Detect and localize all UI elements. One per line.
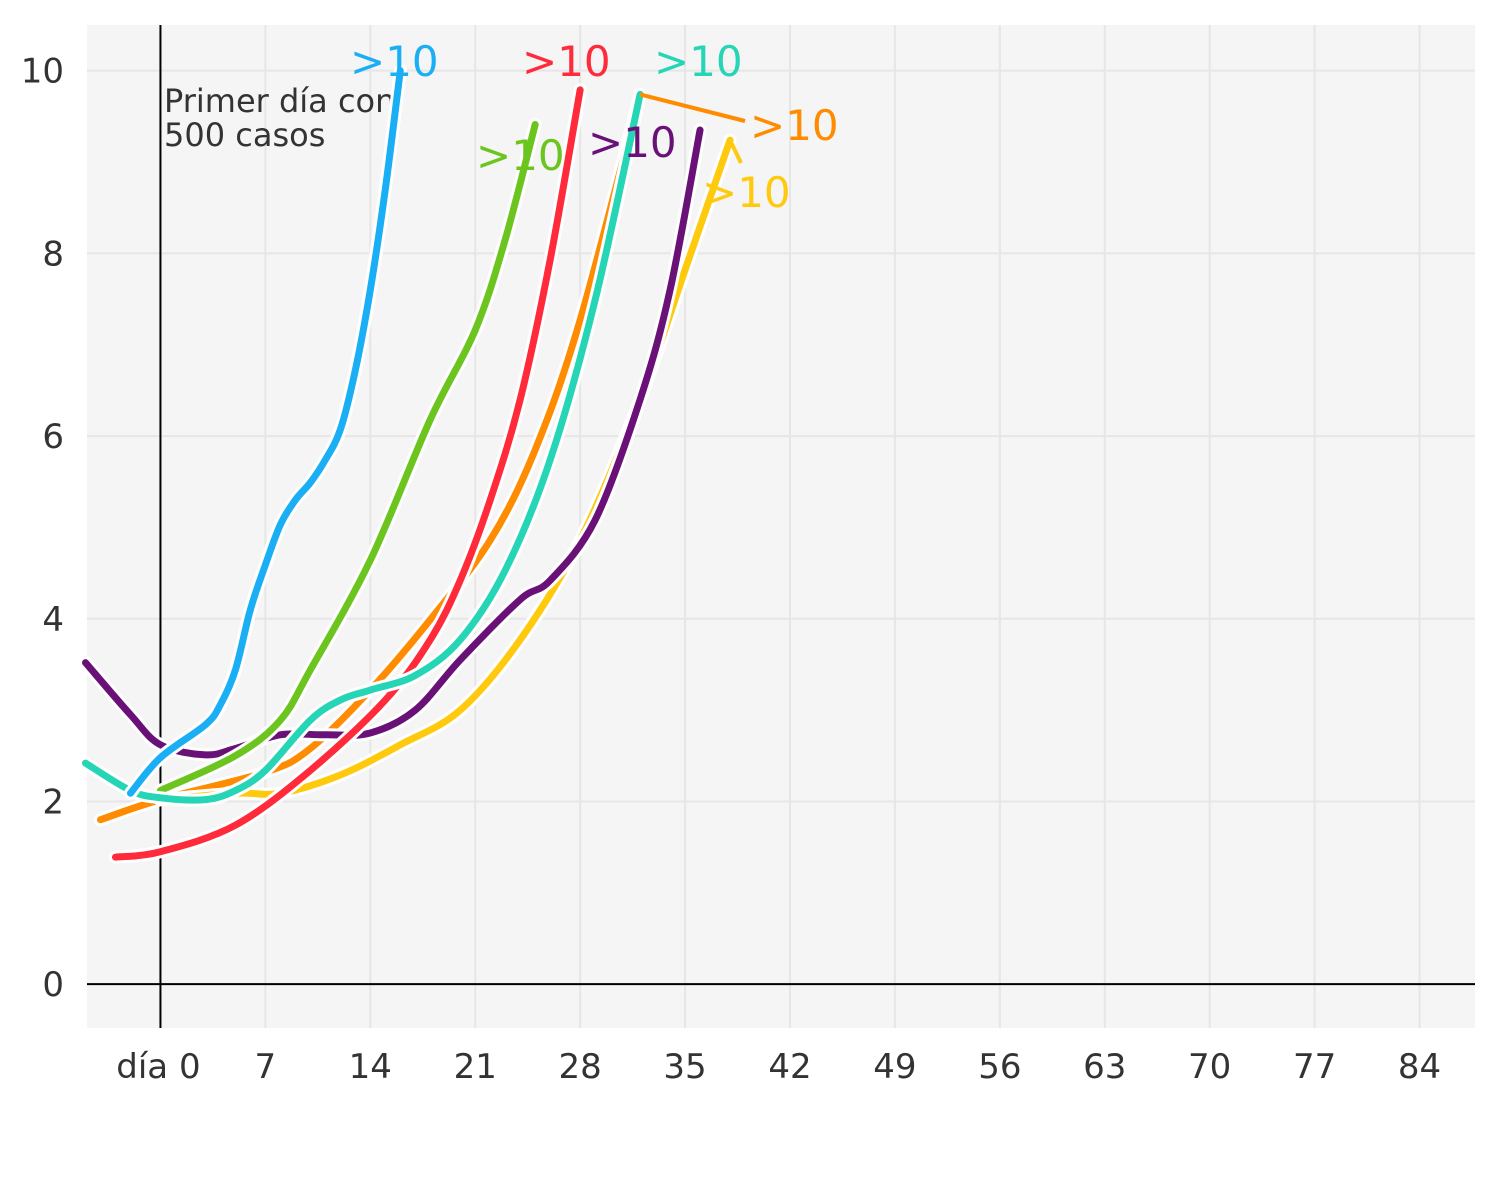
end-label-orange: >10 — [750, 101, 839, 150]
series-line-purple — [82, 126, 704, 759]
series-line-orange — [96, 90, 644, 824]
x-tick-label: 21 — [454, 1047, 497, 1087]
x-tick-label: día 0 — [116, 1047, 200, 1087]
plot-background — [87, 25, 1475, 1028]
end-label-purple: >10 — [588, 118, 677, 167]
series-line-teal — [82, 90, 644, 804]
y-tick-label: 4 — [42, 600, 64, 640]
annotation-line-1: Primer día con — [164, 82, 395, 120]
grid — [87, 25, 1475, 1028]
x-tick-label: 49 — [873, 1047, 916, 1087]
y-tick-label: 2 — [42, 782, 64, 822]
end-label-blue: >10 — [350, 37, 439, 86]
series-group — [79, 64, 737, 864]
x-tick-label: 56 — [978, 1047, 1021, 1087]
x-tick-label: 14 — [349, 1047, 392, 1087]
x-tick-label: 63 — [1083, 1047, 1126, 1087]
end-label-red: >10 — [522, 37, 611, 86]
end-label-green: >10 — [476, 131, 565, 180]
series-line-green — [156, 121, 539, 794]
axes: día 0 7 14 21 28 35 42 49 56 63 70 77 84 0 2 4 6 8 10 — [21, 25, 1475, 1087]
leader-line-orange — [639, 92, 746, 123]
end-label-teal: >10 — [654, 37, 743, 86]
y-tick-label: 6 — [42, 417, 64, 457]
x-tick-label: 7 — [255, 1047, 277, 1087]
series-line-red — [111, 86, 584, 861]
y-tick-label: 10 — [21, 52, 64, 92]
x-tick-label: 77 — [1293, 1047, 1336, 1087]
x-tick-label: 84 — [1398, 1047, 1441, 1087]
leader-line-yellow — [728, 139, 743, 164]
y-tick-label: 8 — [42, 234, 64, 274]
x-tick-label: 35 — [663, 1047, 706, 1087]
x-tick-label: 70 — [1188, 1047, 1231, 1087]
series-line-blue — [126, 67, 404, 797]
annotation: Primer día con 500 casos — [164, 82, 395, 154]
end-label-yellow: >10 — [702, 168, 791, 217]
end-labels: >10>10>10>10>10>10>10 — [350, 37, 839, 217]
annotation-line-2: 500 casos — [164, 116, 325, 154]
y-tick-label: 0 — [42, 965, 64, 1005]
x-tick-label: 42 — [768, 1047, 811, 1087]
x-tick-label: 28 — [559, 1047, 602, 1087]
